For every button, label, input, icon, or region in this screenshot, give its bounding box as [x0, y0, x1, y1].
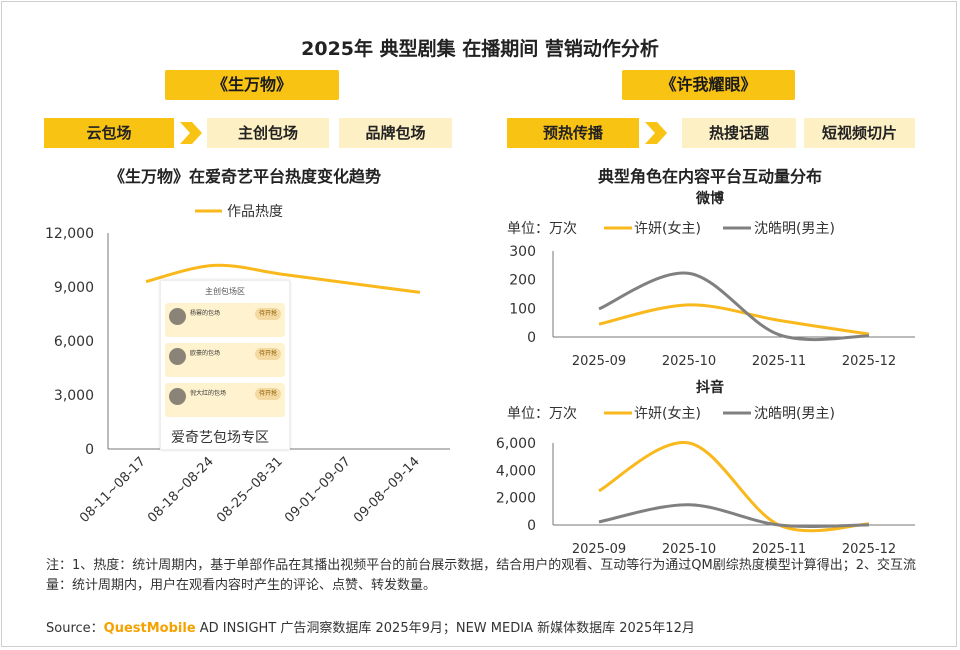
- douyin-y-tick: 0: [527, 518, 536, 534]
- avatar: [169, 348, 186, 365]
- drama-label-right: 《许我耀眼》: [622, 70, 795, 100]
- douyin-x-tick: 2025-09: [572, 542, 626, 557]
- legend-heat: 作品热度: [227, 204, 283, 220]
- heat-series-line: [145, 263, 421, 294]
- chevron-right-icon: [180, 122, 202, 144]
- weibo-title: 微博: [696, 191, 724, 207]
- heat-x-tick: 09-01~09-07: [282, 454, 354, 526]
- douyin-y-tick: 6,000: [496, 436, 536, 452]
- page-title: 2025年 典型剧集 在播期间 营销动作分析: [301, 38, 659, 60]
- douyin-x-tick: 2025-11: [752, 542, 806, 557]
- weibo-line-female: [598, 303, 870, 336]
- booking-zone-title: 主创包场区: [205, 287, 245, 296]
- tab-cloud-booking: 云包场: [44, 118, 174, 148]
- drama-label-left: 《生万物》: [165, 70, 339, 100]
- douyin-line-female: [598, 441, 870, 533]
- source-line: Source：QuestMobile AD INSIGHT 广告洞察数据库 20…: [46, 617, 695, 636]
- chevron-right-icon: [645, 122, 667, 144]
- heat-y-tick: 3,000: [54, 388, 94, 404]
- tab-creator-booking: 主创包场: [207, 118, 329, 148]
- douyin-y-tick: 2,000: [496, 491, 536, 507]
- heat-x-tick: 09-08~09-14: [351, 454, 423, 526]
- tab-hot-search: 热搜话题: [682, 118, 796, 148]
- weibo-y-tick: 0: [527, 330, 536, 346]
- booking-card-button: 待开抢: [255, 308, 281, 320]
- weibo-y-tick: 300: [509, 244, 536, 260]
- douyin-legend-male: 沈皓明(男主): [754, 406, 835, 422]
- heat-x-tick: 08-18~08-24: [145, 454, 217, 526]
- weibo-chart: 单位：万次 许妍(女主) 沈皓明(男主) 0 100 200 300 2025-09 2…: [507, 220, 915, 369]
- booking-card: 倪大红的包场 待开抢: [165, 383, 285, 417]
- weibo-y-tick: 100: [509, 301, 536, 317]
- weibo-x-tick: 2025-12: [842, 354, 896, 369]
- weibo-x-tick: 2025-11: [752, 354, 806, 369]
- weibo-legend-female: 许妍(女主): [634, 220, 701, 237]
- booking-card-button: 待开抢: [255, 348, 281, 360]
- avatar: [169, 308, 186, 325]
- source-prefix: Source：: [46, 621, 104, 636]
- avatar: [169, 388, 186, 405]
- right-chart-title: 典型角色在内容平台互动量分布: [597, 167, 822, 186]
- booking-zone-caption: 爱奇艺包场专区: [171, 430, 269, 446]
- booking-card-name: 倪大红的包场: [190, 390, 227, 397]
- weibo-y-tick: 200: [509, 273, 536, 289]
- booking-card-name: 欧豪的包场: [190, 350, 221, 357]
- footnote: 注：1、热度：统计周期内，基于单部作品在其播出视频平台的前台展示数据，结合用户的…: [46, 558, 916, 593]
- booking-card: 欧豪的包场 待开抢: [165, 343, 285, 377]
- weibo-x-tick: 2025-09: [572, 354, 626, 369]
- douyin-title: 抖音: [696, 380, 724, 396]
- heat-y-tick: 12,000: [45, 226, 94, 242]
- tab-brand-booking: 品牌包场: [339, 118, 452, 148]
- left-chart-title: 《生万物》在爱奇艺平台热度变化趋势: [108, 167, 381, 186]
- douyin-chart: 单位：万次 许妍(女主) 沈皓明(男主) 0 2,000 4,000 6,000 20…: [496, 405, 915, 557]
- booking-zone-screenshot: 主创包场区 杨幂的包场 待开抢 欧豪的包场 待开抢 倪大红的包场 待开抢: [160, 280, 290, 450]
- booking-card-name: 杨幂的包场: [190, 310, 221, 317]
- douyin-y-tick: 4,000: [496, 463, 536, 479]
- weibo-line-male: [598, 271, 870, 342]
- weibo-x-tick: 2025-10: [662, 354, 716, 369]
- booking-card-button: 待开抢: [255, 388, 281, 400]
- booking-card: 杨幂的包场 待开抢: [165, 303, 285, 337]
- weibo-legend-male: 沈皓明(男主): [754, 221, 835, 237]
- weibo-unit: 单位：万次: [507, 221, 577, 237]
- douyin-x-tick: 2025-10: [662, 542, 716, 557]
- tab-short-video: 短视频切片: [804, 118, 915, 148]
- heat-y-tick: 9,000: [54, 280, 94, 296]
- douyin-x-tick: 2025-12: [842, 542, 896, 557]
- tab-preheat: 预热传播: [507, 118, 639, 148]
- douyin-line-male: [598, 503, 870, 528]
- brand-logo-text: QuestMobile: [103, 621, 196, 636]
- heat-x-tick: 08-25~08-31: [214, 454, 286, 526]
- douyin-legend-female: 许妍(女主): [634, 405, 701, 422]
- heat-y-tick: 6,000: [54, 334, 94, 350]
- heat-x-tick: 08-11~08-17: [77, 454, 149, 526]
- heat-y-tick: 0: [85, 442, 94, 458]
- source-text: AD INSIGHT 广告洞察数据库 2025年9月；NEW MEDIA 新媒体…: [195, 621, 695, 636]
- douyin-unit: 单位：万次: [507, 406, 577, 422]
